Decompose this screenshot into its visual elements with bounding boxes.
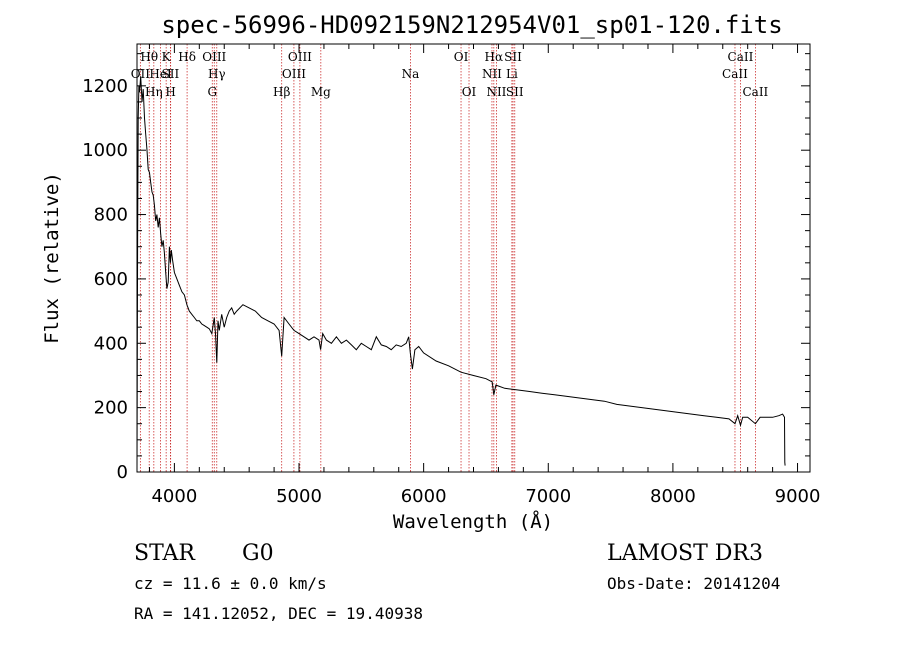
spectral-line-label: SII [504,50,522,64]
x-tick-label: 7000 [525,486,571,507]
y-tick-label: 0 [117,462,128,483]
spectral-line-labels: OII Hθ Hη HeI K SII H Hδ OIII Hγ G Hβ OIII OIII Mg Na OI… [131,50,769,99]
x-tick-label: 5000 [276,486,322,507]
spectral-line-label: Mg [311,85,331,99]
y-axis-label: Flux (relative) [41,172,63,344]
spectral-line-label: CaII [742,85,768,99]
spectral-subclass: G0 [242,541,274,566]
spectral-line-label: Hη [145,85,163,99]
redshift-value: cz = 11.6 ± 0.0 km/s [134,574,327,593]
spectral-line-label: CaII [728,50,754,64]
x-tick-label: 9000 [775,486,821,507]
y-axis-ticks: 0 200 400 600 800 1000 1200 [82,53,810,483]
spectral-line-label: OIII [202,50,226,64]
spectral-line-label: K [162,50,172,64]
y-tick-label: 200 [94,398,128,419]
x-tick-label: 4000 [151,486,197,507]
y-tick-label: 800 [94,205,128,226]
spectral-line-label: H [165,85,175,99]
spectral-line-label: Hδ [178,50,196,64]
x-axis-label: Wavelength (Å) [393,510,553,533]
x-axis-ticks: 4000 5000 6000 7000 8000 9000 [148,44,821,507]
spectral-line-label: OII [131,67,151,81]
x-tick-label: 8000 [650,486,696,507]
spectral-line-label: G [207,85,217,99]
y-tick-label: 600 [94,269,128,290]
y-tick-label: 1000 [82,140,128,161]
spectral-line-label: Hα [485,50,504,64]
spectral-line-label: HeI [149,67,172,81]
spectral-line-label: OI [462,85,477,99]
y-tick-label: 1200 [82,76,128,97]
spectral-line-label: Li [506,67,518,81]
spectral-line-label: SII [162,67,180,81]
survey-name: LAMOST DR3 [607,541,763,566]
spectral-line-label: SII [506,85,524,99]
y-tick-label: 400 [94,333,128,354]
spectral-line-label: CaII [722,67,748,81]
spectral-line-label: NII [486,85,506,99]
observation-date: Obs-Date: 20141204 [607,574,780,593]
spectral-line-label: Hβ [273,85,290,99]
object-type: STAR [134,541,196,566]
spectral-lines [139,44,756,472]
spectral-line-label: OI [454,50,469,64]
spectral-line-label: OIII [288,50,312,64]
coordinates: RA = 141.12052, DEC = 19.40938 [134,604,423,623]
spectral-line-label: Hγ [208,67,226,81]
spectral-line-label: Na [402,67,420,81]
spectral-line-label: OIII [282,67,306,81]
x-tick-label: 6000 [401,486,447,507]
spectrum-line [136,76,786,469]
spectral-line-label: NII [482,67,502,81]
chart-title: spec-56996-HD092159N212954V01_sp01-120.f… [161,11,782,39]
spectral-line-label: Hθ [140,50,158,64]
plot-frame [136,43,811,473]
